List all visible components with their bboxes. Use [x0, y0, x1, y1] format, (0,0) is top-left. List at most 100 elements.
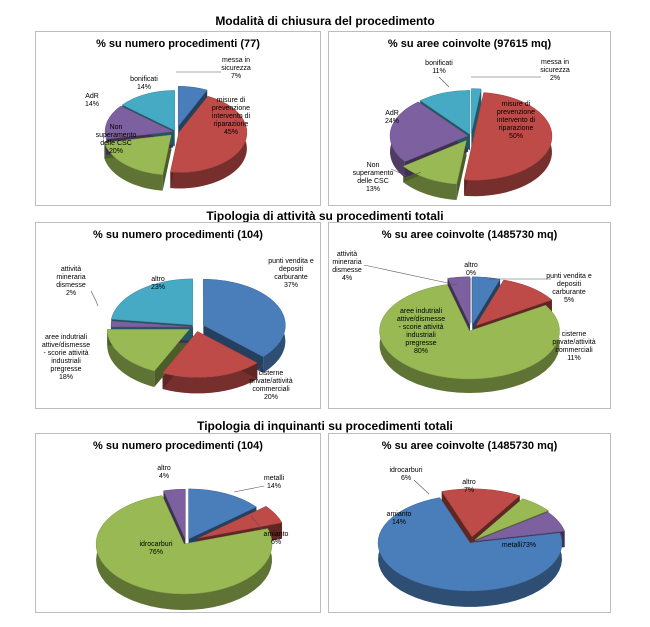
label-cisterne: cisterne private/attività commerciali 11% — [552, 331, 595, 362]
value-cisterne: 11% — [567, 355, 581, 362]
value-amianto: 6% — [271, 539, 281, 546]
label-altro: altro 4% — [157, 465, 171, 480]
section-title-pollutants: Tipologia di inquinanti su procedimenti … — [197, 419, 453, 433]
label-misure-prevenzione: misure di prevenzione intervento di riparaz… — [212, 97, 251, 136]
slice-amianto — [441, 488, 521, 538]
label-punti-vendita: punti vendita e depositi carburante 5% — [546, 273, 592, 304]
value-non-superamento: 20% — [109, 148, 123, 155]
slice-altro — [163, 488, 186, 540]
value-bonificati: 11% — [432, 68, 446, 75]
value-punti-vendita: 37% — [284, 282, 298, 289]
slice-bonificati — [121, 90, 175, 131]
label-metalli: metalli73% — [502, 542, 536, 549]
chart-title: % su aree coinvolte (1485730 mq) — [381, 440, 558, 452]
label-altro: altro 0% — [464, 262, 478, 277]
label-idrocarburi: idrocarburi 76% — [139, 541, 173, 556]
label-misure-prevenzione: misure di prevenzione intervento di riparaz… — [497, 101, 536, 140]
pie-chart-svg: attività mineraria dismesse 4% altro 0% punt… — [332, 251, 596, 393]
value-idrocarburi: 76% — [149, 549, 163, 556]
chart-closure-count: % su numero procedimenti (77) messa in si… — [35, 31, 321, 206]
label-aree-industriali: aree indutriali attive/dismesse - scorie a… — [397, 308, 445, 355]
value-adr: 14% — [85, 101, 99, 108]
label-messa-in-sicurezza: messa in sicurezza 7% — [221, 57, 251, 80]
pie-chart-svg: messa in sicurezza 7% misure di prevenzione… — [85, 57, 251, 191]
slice-idrocarburi — [95, 495, 273, 595]
chart-title: % su numero procedimenti (104) — [93, 440, 263, 452]
value-attivita-mineraria: 2% — [66, 290, 76, 297]
label-attivita-mineraria: attività mineraria dismesse 2% — [56, 266, 86, 297]
slice-altro — [111, 278, 193, 326]
chart-title: % su numero procedimenti (104) — [93, 229, 263, 241]
label-bonificati: bonificati 14% — [130, 76, 158, 91]
label-idrocarburi: idrocarburi 6% — [389, 467, 423, 482]
slice-idrocarburi — [474, 498, 549, 540]
value-cisterne: 20% — [264, 394, 278, 401]
value-altro: 23% — [151, 284, 165, 291]
label-attivita-mineraria: attività mineraria dismesse 4% — [332, 251, 362, 282]
chart-activity-count: % su numero procedimenti (104) punti ven… — [35, 222, 321, 409]
slice-side-non-superamento-delle-csc — [104, 142, 163, 191]
pie-chart-svg: punti vendita e depositi carburante 37% cis… — [42, 258, 314, 401]
slice-adr — [104, 105, 174, 140]
chart-closure-area: % su aree coinvolte (97615 mq) messa in s… — [328, 31, 611, 206]
chart-pollutants-area: % su aree coinvolte (1485730 mq) idrocar… — [328, 433, 611, 613]
chart-title: % su aree coinvolte (1485730 mq) — [381, 229, 558, 241]
value-bonificati: 14% — [137, 84, 151, 91]
label-adr: AdR 24% — [385, 110, 399, 125]
value-aree-industriali: 18% — [59, 374, 73, 381]
pie-chart-svg: idrocarburi 6% altro 7% amianto 14% metalli… — [377, 467, 565, 607]
slice-bonificati — [419, 90, 471, 135]
value-messa-in-sicurezza: 2% — [550, 75, 560, 82]
slice-misure-di-prevenzione-interven — [170, 96, 248, 173]
value-altro: 4% — [159, 473, 169, 480]
label-cisterne: cisterne private/attività commerciali 20% — [249, 370, 292, 401]
value-metalli: metalli73% — [502, 542, 536, 549]
slice-attivit-mineraria-dismesse — [110, 320, 194, 328]
label-altro: altro 23% — [151, 276, 165, 291]
section-title-closure: Modalità di chiusura del procedimento — [215, 14, 435, 28]
slice-adr — [389, 101, 469, 162]
value-amianto: 14% — [392, 519, 406, 526]
value-misure-prevenzione: 50% — [509, 133, 523, 140]
slice-metalli — [188, 488, 257, 540]
value-messa-in-sicurezza: 7% — [231, 73, 241, 80]
slice-messa-in-sicurezza — [471, 88, 482, 133]
label-aree-industriali: aree indutriali attive/dismesse - scorie a… — [42, 334, 90, 381]
label-adr: AdR 14% — [85, 93, 99, 108]
value-misure-prevenzione: 45% — [224, 129, 238, 136]
slice-side-aree-indutriali-attive-dismess — [107, 329, 155, 388]
value-altro: 7% — [464, 487, 474, 494]
slice-punti-vendita-e-depositi-carbu — [203, 278, 286, 357]
slice-attivit-mineraria-dismesse — [447, 276, 471, 325]
slice-amianto — [198, 506, 283, 539]
label-messa-in-sicurezza: messa in sicurezza 2% — [540, 59, 570, 82]
slice-aree-indutriali-attive-dismess — [106, 329, 190, 372]
label-punti-vendita: punti vendita e depositi carburante 37% — [268, 258, 314, 289]
chart-activity-area: % su aree coinvolte (1485730 mq) attivit… — [328, 222, 611, 409]
slice-edge-messa-in-sicurezza-1 — [471, 88, 482, 149]
label-amianto: amianto 14% — [387, 511, 412, 526]
label-metalli: metalli 14% — [264, 475, 285, 490]
label-amianto: amianto 6% — [264, 531, 289, 546]
value-adr: 24% — [385, 118, 399, 125]
pie-chart-svg: messa in sicurezza 2% misure di prevenzione… — [353, 59, 570, 201]
slice-messa-in-sicurezza — [177, 86, 208, 127]
value-punti-vendita: 5% — [564, 297, 574, 304]
slice-aree-indutriali-attive-dismess — [379, 284, 560, 380]
value-metalli: 14% — [267, 483, 281, 490]
label-non-superamento: Non superamento delle CSC 20% — [96, 124, 137, 155]
label-bonificati: bonificati 11% — [425, 60, 453, 75]
slice-misure-di-prevenzione-interven — [463, 92, 553, 181]
slice-cisterne-private-attivit-comme — [162, 331, 258, 378]
value-attivita-mineraria: 4% — [342, 275, 352, 282]
pie-chart-svg: metalli 14% amianto 6% idrocarburi 76% altr… — [95, 465, 289, 610]
slice-side-cisterne-private-attivit-comme — [162, 362, 258, 394]
chart-pollutants-count: % su numero procedimenti (104) metalli 14… — [35, 433, 321, 613]
slice-cisterne-private-attivit-comme — [475, 279, 553, 327]
value-idrocarburi: 6% — [401, 475, 411, 482]
slice-metalli — [377, 497, 563, 592]
label-altro: altro 7% — [462, 479, 476, 494]
chart-title: % su numero procedimenti (77) — [96, 38, 260, 50]
value-aree-industriali: 80% — [414, 348, 428, 355]
chart-title: % su aree coinvolte (97615 mq) — [387, 38, 552, 50]
